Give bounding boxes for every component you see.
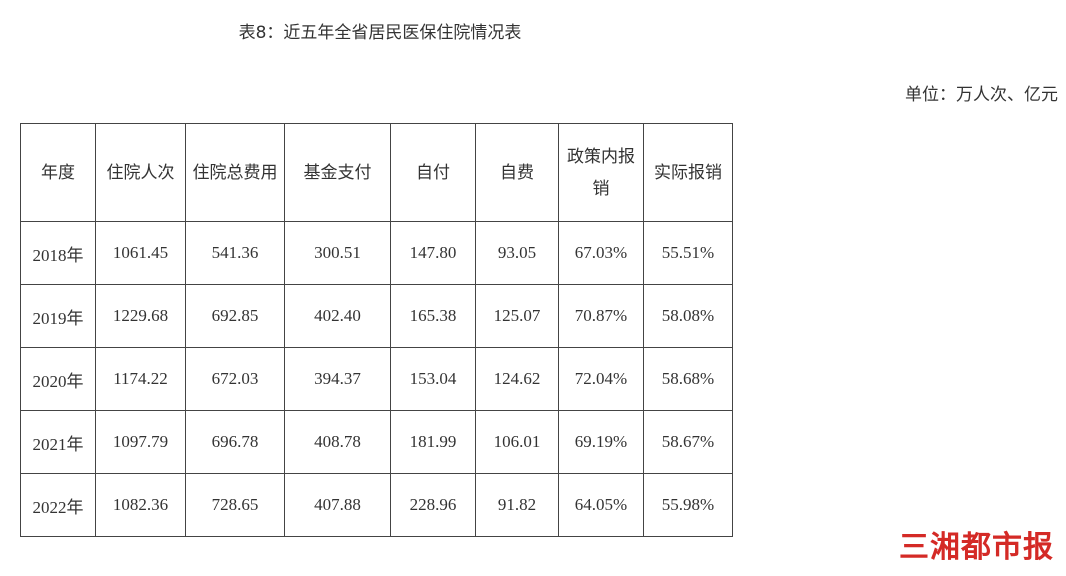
unit-label: 单位：万人次、亿元 [905, 85, 1058, 105]
column-header: 年度 [20, 123, 96, 222]
table-cell: 402.40 [284, 284, 391, 348]
table-cell: 692.85 [185, 284, 285, 348]
table-cell: 541.36 [185, 221, 285, 285]
table-cell: 408.78 [284, 410, 391, 474]
table-cell: 93.05 [475, 221, 559, 285]
table-cell: 696.78 [185, 410, 285, 474]
table-cell: 2018年 [20, 221, 96, 285]
column-header: 政策内报销 [558, 123, 644, 222]
table-cell: 1061.45 [95, 221, 186, 285]
column-header: 基金支付 [284, 123, 391, 222]
table-cell: 55.51% [643, 221, 733, 285]
table-cell: 58.67% [643, 410, 733, 474]
table-cell: 1229.68 [95, 284, 186, 348]
table-cell: 58.68% [643, 347, 733, 411]
table-cell: 55.98% [643, 473, 733, 537]
table-cell: 91.82 [475, 473, 559, 537]
table-cell: 106.01 [475, 410, 559, 474]
column-header: 自付 [390, 123, 476, 222]
table-cell: 672.03 [185, 347, 285, 411]
table-cell: 124.62 [475, 347, 559, 411]
table-row: 2018年 1061.45 541.36 300.51 147.80 93.05 67.03… [20, 221, 733, 285]
table-row: 2021年 1097.79 696.78 408.78 181.99 106.01 69.1… [20, 410, 733, 474]
table-cell: 181.99 [390, 410, 476, 474]
watermark-logo: 三湘都市报 [899, 530, 1054, 565]
table-cell: 2022年 [20, 473, 96, 537]
table-cell: 2020年 [20, 347, 96, 411]
table-cell: 64.05% [558, 473, 644, 537]
column-header: 住院人次 [95, 123, 186, 222]
table-cell: 2019年 [20, 284, 96, 348]
table-cell: 72.04% [558, 347, 644, 411]
table-cell: 125.07 [475, 284, 559, 348]
table-cell: 147.80 [390, 221, 476, 285]
table-cell: 228.96 [390, 473, 476, 537]
table-row: 2019年 1229.68 692.85 402.40 165.38 125.07 70.8… [20, 284, 733, 348]
table-row: 2022年 1082.36 728.65 407.88 228.96 91.82 64.05… [20, 473, 733, 537]
table-cell: 300.51 [284, 221, 391, 285]
table-cell: 58.08% [643, 284, 733, 348]
table-title: 表8：近五年全省居民医保住院情况表 [238, 23, 522, 43]
table-cell: 67.03% [558, 221, 644, 285]
table-cell: 69.19% [558, 410, 644, 474]
table-cell: 728.65 [185, 473, 285, 537]
table-cell: 2021年 [20, 410, 96, 474]
table-cell: 1082.36 [95, 473, 186, 537]
table-row: 2020年 1174.22 672.03 394.37 153.04 124.62 72.0… [20, 347, 733, 411]
table-cell: 165.38 [390, 284, 476, 348]
header-row: 年度 住院人次 住院总费用 基金支付 自付 自费 政策内报销 实际报销 [20, 123, 733, 222]
column-header: 住院总费用 [185, 123, 285, 222]
table-cell: 394.37 [284, 347, 391, 411]
table-cell: 153.04 [390, 347, 476, 411]
table-cell: 1174.22 [95, 347, 186, 411]
table-cell: 70.87% [558, 284, 644, 348]
table-cell: 407.88 [284, 473, 391, 537]
table-cell: 1097.79 [95, 410, 186, 474]
column-header: 实际报销 [643, 123, 733, 222]
hospitalization-table: 年度 住院人次 住院总费用 基金支付 自付 自费 政策内报销 实际报销 2018年 1061.4… [20, 123, 733, 537]
column-header: 自费 [475, 123, 559, 222]
